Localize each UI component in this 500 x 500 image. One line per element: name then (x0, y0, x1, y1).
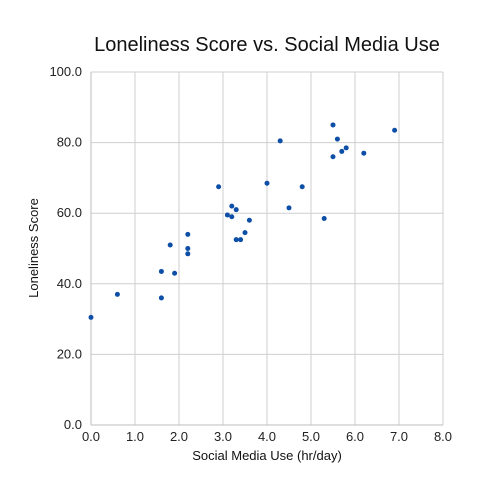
data-point (224, 212, 230, 218)
data-point (233, 207, 239, 213)
x-tick-label: 1.0 (126, 429, 144, 444)
data-point (229, 203, 235, 209)
data-point (88, 314, 94, 320)
data-point (299, 184, 305, 190)
x-tick-label: 2.0 (170, 429, 188, 444)
data-point (185, 251, 191, 257)
x-tick-label: 3.0 (214, 429, 232, 444)
data-point (229, 214, 235, 220)
x-axis-label: Social Media Use (hr/day) (192, 448, 342, 463)
data-point (343, 145, 349, 151)
data-point (286, 205, 292, 211)
data-point (185, 231, 191, 237)
data-point (246, 217, 252, 223)
y-tick-label: 0.0 (64, 417, 82, 432)
y-tick-label: 100.0 (49, 64, 82, 79)
axis-layer (90, 72, 443, 426)
grid-layer (90, 71, 444, 426)
chart-title: Loneliness Score vs. Social Media Use (94, 34, 440, 56)
tick-label-layer: 0.0 1.0 2.0 3.0 4.0 5.0 6.0 7.0 8.0 0.0 20.0 40.0 60… (49, 64, 452, 444)
y-axis-label: Loneliness Score (26, 198, 41, 298)
data-point (216, 184, 222, 190)
data-point (158, 295, 164, 301)
x-tick-label: 4.0 (258, 429, 276, 444)
data-point (321, 215, 327, 221)
data-point (339, 148, 345, 154)
data-point (277, 138, 283, 144)
point-layer (88, 122, 398, 320)
data-point (158, 268, 164, 274)
y-tick-label: 60.0 (57, 205, 82, 220)
data-point (392, 127, 398, 133)
y-tick-label: 20.0 (57, 346, 82, 361)
data-point (334, 136, 340, 142)
data-point (238, 237, 244, 243)
data-point (330, 154, 336, 160)
data-point (172, 270, 178, 276)
x-tick-label: 0.0 (82, 429, 100, 444)
y-tick-label: 40.0 (57, 276, 82, 291)
data-point (264, 180, 270, 186)
data-point (185, 246, 191, 251)
x-tick-label: 7.0 (390, 429, 408, 444)
data-point (167, 242, 173, 248)
x-tick-label: 6.0 (346, 429, 364, 444)
x-tick-label: 8.0 (434, 429, 452, 444)
data-point (114, 291, 120, 297)
data-point (361, 150, 367, 156)
data-point (330, 122, 336, 128)
y-tick-label: 80.0 (57, 135, 82, 150)
data-point (242, 230, 248, 236)
data-point (233, 237, 239, 243)
x-tick-label: 5.0 (302, 429, 320, 444)
